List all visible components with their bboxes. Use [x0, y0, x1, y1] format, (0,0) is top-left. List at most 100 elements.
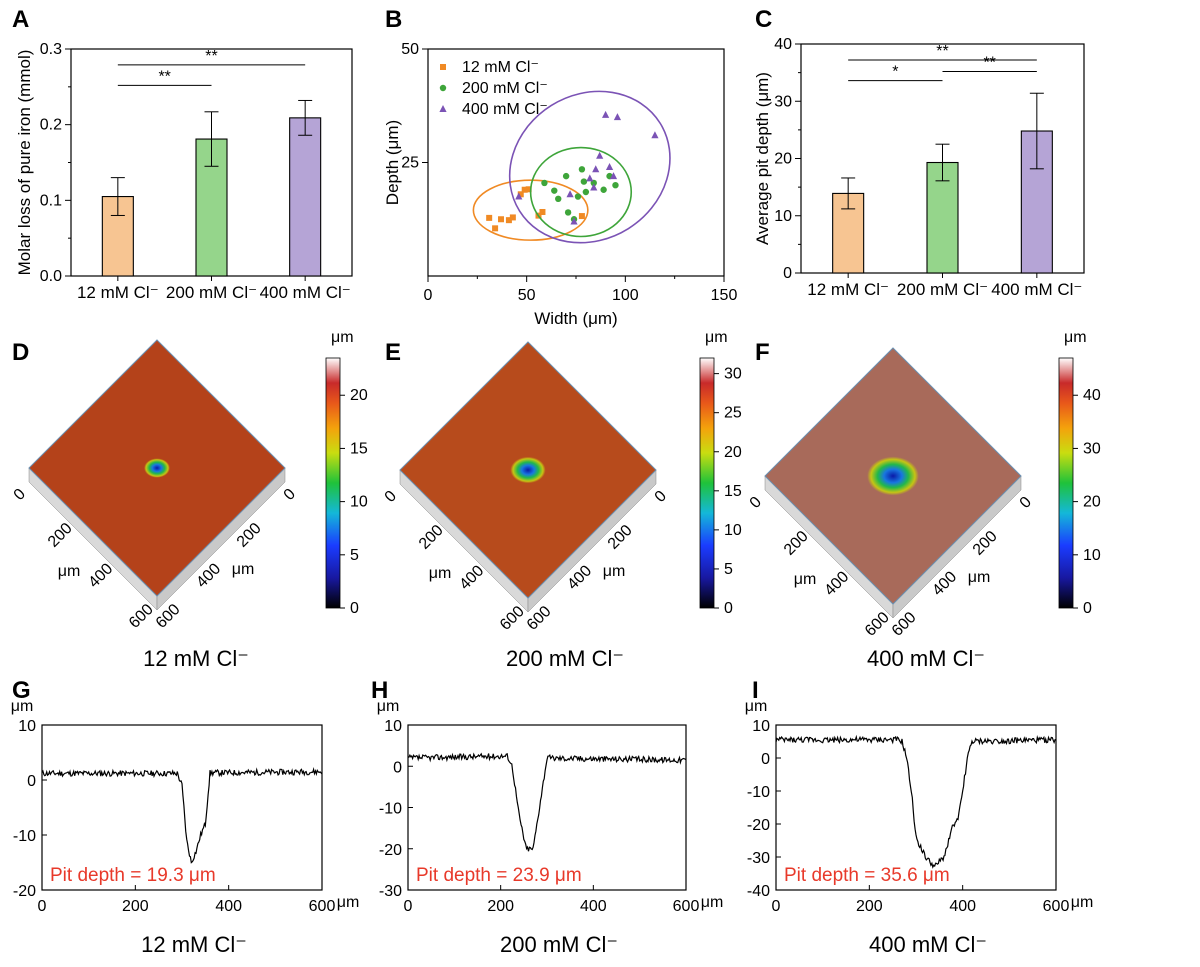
- panel-b-point: [570, 217, 578, 225]
- panel-d-colorbar-tick-label: 15: [350, 440, 368, 457]
- panel-d-colorbar-tick-label: 10: [350, 494, 368, 511]
- panel-h-caption: 200 mM Cl⁻: [500, 932, 618, 957]
- panel-a-xtick-label: 12 mM Cl⁻: [77, 283, 159, 302]
- panel-h-ytick-label: 0: [393, 759, 402, 776]
- panel-i-caption: 400 mM Cl⁻: [869, 932, 987, 957]
- panel-e-axis-unit-right: μm: [603, 563, 626, 580]
- panel-b-xlabel: Width (μm): [534, 309, 617, 328]
- panel-f-axis-tick-label: 0: [1017, 494, 1035, 512]
- panel-h-xtick-label: 0: [404, 898, 413, 915]
- panel-b-legend-marker: [440, 64, 446, 70]
- panel-e-colorbar-tick-label: 5: [724, 561, 733, 578]
- panel-b-point: [586, 174, 594, 182]
- panel-f-colorbar-unit: μm: [1064, 329, 1087, 346]
- panel-letter-g: G: [12, 677, 31, 704]
- panel-f-axis-unit-right: μm: [968, 569, 991, 586]
- panel-f-pit: [867, 456, 919, 496]
- panel-g-profile-line: [41, 767, 323, 864]
- panel-b-point: [555, 195, 562, 203]
- panel-i-xunit: μm: [1071, 894, 1094, 911]
- panel-e-colorbar-tick-label: 25: [724, 405, 742, 422]
- panel-b-xtick-label: 150: [711, 287, 738, 304]
- panel-i-yunit: μm: [745, 698, 768, 715]
- panel-letter-e: E: [385, 339, 401, 366]
- panel-g-ytick-label: 0: [27, 773, 36, 790]
- panel-i-pit-depth-annotation: Pit depth = 35.6 μm: [784, 865, 950, 886]
- panel-d-axis-unit-right: μm: [232, 561, 255, 578]
- panel-e-colorbar-tick-label: 10: [724, 522, 742, 539]
- panel-b-legend-label: 400 mM Cl⁻: [462, 101, 548, 118]
- panel-b-point: [578, 166, 586, 173]
- panel-b-point: [580, 178, 588, 185]
- panel-h-xtick-label: 600: [673, 898, 700, 915]
- panel-letter-a: A: [12, 6, 29, 33]
- panel-h-yunit: μm: [377, 698, 400, 715]
- panel-c-significance-label: **: [936, 43, 948, 60]
- panel-h-xtick-label: 200: [487, 898, 514, 915]
- panel-e-colorbar-unit: μm: [705, 329, 728, 346]
- panel-h-profile-line: [407, 752, 687, 852]
- panel-e-caption: 200 mM Cl⁻: [506, 646, 624, 671]
- panel-i-xtick-label: 0: [772, 898, 781, 915]
- panel-d-axis-unit-left: μm: [58, 563, 81, 580]
- panel-a-ytick-label: 0.2: [40, 117, 62, 134]
- panel-d-colorbar-tick-label: 5: [350, 547, 359, 564]
- panel-f-colorbar-tick-label: 0: [1083, 600, 1092, 617]
- panel-d-colorbar: [325, 357, 341, 609]
- panel-c-ytick-label: 10: [774, 208, 792, 225]
- panel-g-xunit: μm: [337, 894, 360, 911]
- panel-g-xtick-label: 600: [309, 898, 336, 915]
- panel-g-pit-depth-annotation: Pit depth = 19.3 μm: [50, 865, 216, 886]
- panel-f-colorbar: [1058, 357, 1074, 609]
- panel-g-yunit: μm: [11, 698, 34, 715]
- panel-e-colorbar-tick-label: 15: [724, 483, 742, 500]
- panel-b-point: [515, 192, 523, 200]
- panel-c-ytick-label: 40: [774, 36, 792, 53]
- panel-i-plot-frame: [775, 724, 1057, 891]
- panel-i-ytick-label: -10: [747, 784, 770, 801]
- panel-b-point: [521, 186, 528, 193]
- panel-c-xtick-label: 400 mM Cl⁻: [991, 280, 1082, 299]
- panel-e-axis-unit-left: μm: [429, 565, 452, 582]
- panel-c-ytick-label: 30: [774, 93, 792, 110]
- panel-d-colorbar-tick-label: 20: [350, 387, 368, 404]
- panel-b-point: [541, 179, 548, 187]
- panel-c-xtick-label: 12 mM Cl⁻: [807, 280, 889, 299]
- panel-i-ytick-label: 0: [761, 751, 770, 768]
- panel-f-colorbar-tick-label: 30: [1083, 440, 1101, 457]
- panel-a-significance-label: **: [205, 48, 217, 65]
- panel-c-ytick-label: 0: [783, 265, 792, 282]
- panel-b-ylabel: Depth (μm): [383, 120, 402, 205]
- panel-c-ylabel: Average pit depth (μm): [753, 72, 772, 245]
- panel-b-point: [602, 110, 610, 118]
- panel-a-xtick-label: 200 mM Cl⁻: [166, 283, 257, 302]
- panel-b-point: [492, 225, 499, 232]
- panel-i-ytick-label: -30: [747, 850, 770, 867]
- panel-h-ytick-label: -20: [379, 842, 402, 859]
- panel-f-colorbar-tick-label: 40: [1083, 387, 1101, 404]
- panel-b-ytick-label: 50: [401, 41, 419, 58]
- panel-i-ytick-label: -40: [747, 883, 770, 900]
- panel-b-xtick-label: 100: [612, 287, 639, 304]
- panel-b-point: [498, 216, 505, 223]
- panel-h-ytick-label: -30: [379, 883, 402, 900]
- panel-b-point: [564, 209, 572, 216]
- panel-h-ytick-label: -10: [379, 801, 402, 818]
- panel-e-colorbar: [699, 357, 715, 609]
- panel-b-ellipse: [508, 90, 671, 244]
- panel-g-ytick-label: -10: [13, 828, 36, 845]
- panel-i-ytick-label: 10: [752, 718, 770, 735]
- panel-e-axis-tick-label: 0: [382, 488, 400, 506]
- panel-b-point: [578, 213, 585, 220]
- panel-f-colorbar-tick-label: 10: [1083, 547, 1101, 564]
- panel-f-axis-tick-label: 0: [747, 494, 765, 512]
- panel-b-point: [574, 193, 582, 200]
- panel-f-axis-unit-left: μm: [794, 571, 817, 588]
- panel-d-colorbar-tick-label: 0: [350, 600, 359, 617]
- panel-b-legend-label: 200 mM Cl⁻: [462, 80, 548, 97]
- panel-b-point: [551, 187, 558, 194]
- panel-b-ellipse: [472, 179, 589, 241]
- panel-f-colorbar-tick-label: 20: [1083, 494, 1101, 511]
- panel-e-axis-tick-label: 0: [652, 488, 670, 506]
- panel-b-point: [609, 172, 618, 180]
